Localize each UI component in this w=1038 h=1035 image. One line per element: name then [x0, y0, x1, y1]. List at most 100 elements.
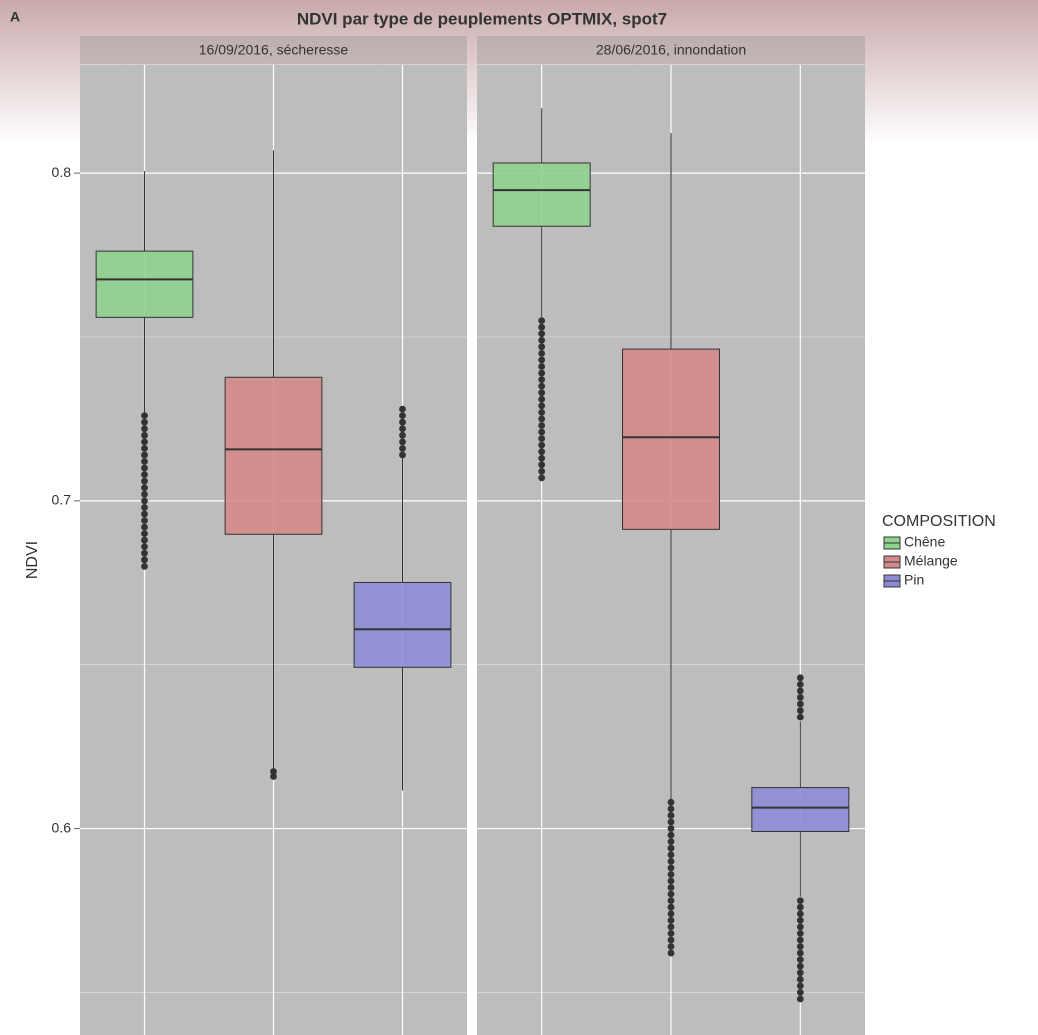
- outlier: [797, 688, 804, 695]
- outlier: [797, 917, 804, 924]
- outlier: [538, 370, 545, 377]
- outlier: [668, 805, 675, 812]
- outlier: [141, 556, 148, 563]
- outlier: [538, 402, 545, 409]
- outlier: [668, 884, 675, 891]
- outlier: [538, 468, 545, 475]
- outlier: [538, 448, 545, 455]
- outlier: [668, 943, 675, 950]
- outlier: [141, 432, 148, 439]
- outlier: [538, 396, 545, 403]
- outlier: [668, 917, 675, 924]
- outlier: [668, 838, 675, 845]
- outlier: [797, 996, 804, 1003]
- outlier: [141, 425, 148, 432]
- outlier: [141, 497, 148, 504]
- outlier: [538, 455, 545, 462]
- facet-title: 16/09/2016, sécheresse: [199, 42, 349, 58]
- outlier: [668, 864, 675, 871]
- outlier: [538, 389, 545, 396]
- outlier: [668, 930, 675, 937]
- y-axis-label: NDVI: [24, 541, 41, 579]
- outlier: [668, 825, 675, 832]
- outlier: [270, 773, 277, 780]
- page: {"chart_data": { "type": "boxplot", "tag…: [0, 0, 1038, 1035]
- outlier: [797, 969, 804, 976]
- outlier: [668, 832, 675, 839]
- y-tick-label: 0.8: [52, 164, 72, 180]
- outlier: [538, 357, 545, 364]
- outlier: [399, 425, 406, 432]
- legend-title: COMPOSITION: [882, 513, 996, 530]
- outlier: [668, 845, 675, 852]
- box: [493, 163, 590, 226]
- outlier: [668, 950, 675, 957]
- outlier: [797, 897, 804, 904]
- outlier: [668, 878, 675, 885]
- outlier: [141, 471, 148, 478]
- outlier: [797, 956, 804, 963]
- outlier: [668, 904, 675, 911]
- outlier: [797, 982, 804, 989]
- outlier: [141, 484, 148, 491]
- outlier: [797, 943, 804, 950]
- outlier: [141, 524, 148, 531]
- outlier: [668, 858, 675, 865]
- outlier: [141, 530, 148, 537]
- outlier: [797, 930, 804, 937]
- outlier: [538, 409, 545, 416]
- box: [752, 788, 849, 832]
- outlier: [141, 412, 148, 419]
- outlier: [538, 330, 545, 337]
- outlier: [141, 511, 148, 518]
- outlier: [141, 563, 148, 570]
- outlier: [668, 871, 675, 878]
- chart: A NDVI par type de peuplements OPTMIX, s…: [0, 0, 1038, 1035]
- outlier: [797, 976, 804, 983]
- outlier: [797, 904, 804, 911]
- outlier: [399, 452, 406, 459]
- outlier: [668, 799, 675, 806]
- outlier: [141, 550, 148, 557]
- outlier: [141, 452, 148, 459]
- outlier: [797, 714, 804, 721]
- outlier: [797, 950, 804, 957]
- facet-title: 28/06/2016, innondation: [596, 42, 746, 58]
- outlier: [538, 324, 545, 331]
- outlier: [538, 475, 545, 482]
- outlier: [399, 445, 406, 452]
- outlier: [797, 910, 804, 917]
- outlier: [538, 350, 545, 357]
- box: [225, 377, 322, 534]
- outlier: [141, 543, 148, 550]
- outlier: [668, 851, 675, 858]
- outlier: [141, 438, 148, 445]
- outlier: [538, 376, 545, 383]
- outlier: [797, 963, 804, 970]
- outlier: [797, 937, 804, 944]
- outlier: [797, 694, 804, 701]
- outlier: [797, 701, 804, 708]
- outlier: [797, 923, 804, 930]
- outlier: [141, 458, 148, 465]
- panel-tag: A: [10, 9, 20, 25]
- outlier: [141, 504, 148, 511]
- outlier: [141, 517, 148, 524]
- outlier: [399, 438, 406, 445]
- outlier: [668, 937, 675, 944]
- outlier: [538, 383, 545, 390]
- outlier: [538, 343, 545, 350]
- outlier: [668, 819, 675, 826]
- outlier: [538, 317, 545, 324]
- outlier: [538, 435, 545, 442]
- outlier: [538, 337, 545, 344]
- outlier: [668, 897, 675, 904]
- outlier: [141, 478, 148, 485]
- outlier: [538, 442, 545, 449]
- outlier: [141, 491, 148, 498]
- chart-title: NDVI par type de peuplements OPTMIX, spo…: [297, 9, 667, 28]
- box: [623, 349, 720, 529]
- outlier: [797, 707, 804, 714]
- outlier: [141, 445, 148, 452]
- outlier: [538, 416, 545, 423]
